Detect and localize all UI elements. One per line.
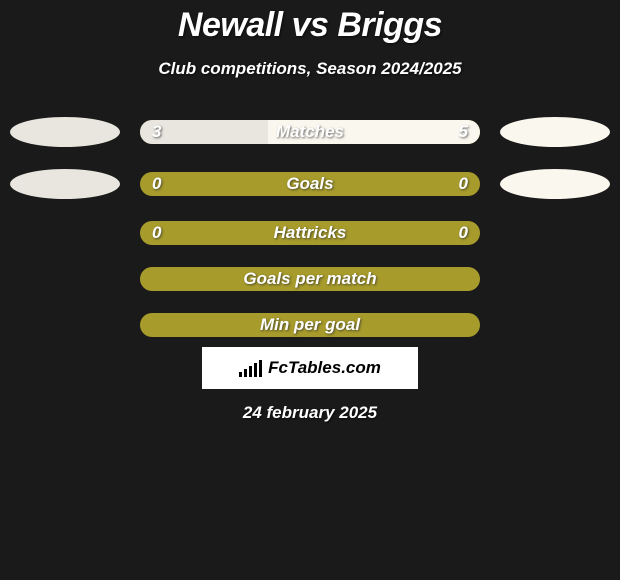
stat-bar: 0 0 Goals bbox=[140, 172, 480, 196]
page-title: Newall vs Briggs bbox=[178, 6, 442, 45]
logo: FcTables.com bbox=[239, 358, 381, 378]
stat-label: Matches bbox=[276, 122, 344, 142]
stat-row: 3 5 Matches bbox=[0, 117, 620, 147]
left-oval-cell bbox=[0, 117, 130, 147]
comparison-card: Newall vs Briggs Club competitions, Seas… bbox=[0, 0, 620, 423]
logo-box: FcTables.com bbox=[202, 347, 418, 389]
stat-right-value: 0 bbox=[459, 174, 468, 194]
stat-bar: 3 5 Matches bbox=[140, 120, 480, 144]
right-oval-cell bbox=[490, 169, 620, 199]
logo-text: FcTables.com bbox=[268, 358, 381, 378]
stat-row: Goals per match bbox=[0, 267, 620, 291]
player-right-name: Briggs bbox=[337, 6, 442, 44]
stat-bar: 0 0 Hattricks bbox=[140, 221, 480, 245]
stat-right-value: 0 bbox=[459, 223, 468, 243]
logo-bar-segment bbox=[249, 366, 252, 377]
stat-left-value: 3 bbox=[152, 122, 161, 142]
player-right-marker bbox=[500, 169, 610, 199]
stat-label: Hattricks bbox=[274, 223, 347, 243]
left-oval-cell bbox=[0, 169, 130, 199]
logo-bar-segment bbox=[254, 363, 257, 377]
stat-bar: Goals per match bbox=[140, 267, 480, 291]
stat-row: Min per goal bbox=[0, 313, 620, 337]
player-left-name: Newall bbox=[178, 6, 283, 44]
logo-bar-icon bbox=[239, 359, 262, 377]
stat-right-value: 5 bbox=[459, 122, 468, 142]
stats-area: 3 5 Matches 0 0 Goals 0 0 Hattricks Goals per mat… bbox=[0, 117, 620, 337]
stat-left-value: 0 bbox=[152, 223, 161, 243]
stat-bar: Min per goal bbox=[140, 313, 480, 337]
player-left-marker bbox=[10, 169, 120, 199]
right-oval-cell bbox=[490, 117, 620, 147]
logo-bar-segment bbox=[244, 369, 247, 377]
logo-bar-segment bbox=[259, 360, 262, 377]
stat-row: 0 0 Hattricks bbox=[0, 221, 620, 245]
vs-separator: vs bbox=[292, 6, 329, 44]
logo-bar-segment bbox=[239, 372, 242, 377]
date-label: 24 february 2025 bbox=[243, 403, 377, 423]
stat-label: Min per goal bbox=[260, 315, 360, 335]
stat-left-value: 0 bbox=[152, 174, 161, 194]
player-right-marker bbox=[500, 117, 610, 147]
player-left-marker bbox=[10, 117, 120, 147]
stat-label: Goals bbox=[286, 174, 333, 194]
stat-row: 0 0 Goals bbox=[0, 169, 620, 199]
stat-label: Goals per match bbox=[243, 269, 376, 289]
subtitle: Club competitions, Season 2024/2025 bbox=[158, 59, 461, 79]
